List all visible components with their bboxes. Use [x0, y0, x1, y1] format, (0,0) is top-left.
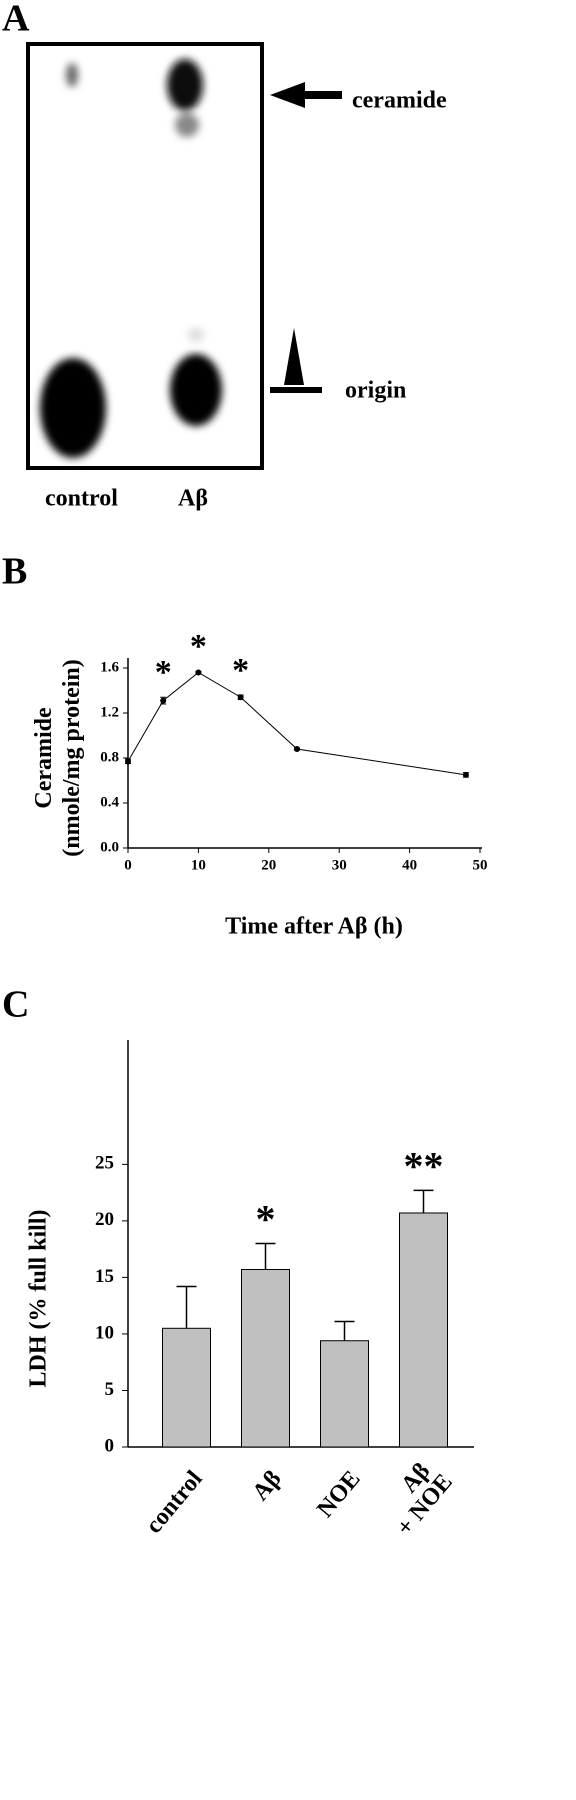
arrow: [270, 82, 342, 108]
x-tick-label: 50: [473, 857, 488, 873]
y-tick-label: 0.0: [100, 839, 119, 855]
y-tick-label: 5: [105, 1379, 115, 1400]
y-tick-label: 0.8: [100, 749, 119, 765]
y-axis-label: Ceramide(nmole/mg protein): [31, 659, 85, 857]
arrowhead: [284, 328, 304, 385]
bar: [241, 1269, 290, 1448]
x-tick-label: Aβ: [247, 1466, 286, 1506]
data-point: [125, 758, 131, 765]
significance: **: [404, 1144, 444, 1189]
x-tick-label-line: Aβ: [247, 1466, 286, 1506]
tlc-spots: [40, 59, 222, 458]
data-point: [195, 669, 202, 676]
error-bar: [255, 1242, 276, 1270]
panel-label: C: [2, 984, 29, 1026]
significance: *: [190, 628, 207, 665]
bar: [162, 1327, 211, 1448]
error-bar: [176, 1285, 197, 1329]
x-axis-label: Time after Aβ (h): [225, 914, 403, 940]
bar: [320, 1340, 369, 1448]
y-tick-label: 1.6: [100, 659, 119, 675]
y-tick-label: 1.2: [100, 704, 119, 720]
origin-line: [270, 387, 322, 393]
data-point: [462, 771, 469, 778]
x-tick-label: 10: [191, 857, 206, 873]
y-axis-label: LDH (% full kill): [26, 1209, 52, 1387]
x-tick-label: Aβ+ NOE: [373, 1453, 457, 1540]
lane-label: Aβ: [178, 486, 208, 512]
significance: *: [232, 652, 249, 689]
y-tick-label: 20: [95, 1209, 114, 1230]
significance: *: [155, 654, 172, 691]
data-point: [237, 694, 244, 701]
error-bar: [413, 1189, 434, 1213]
panel-label: A: [2, 0, 30, 40]
band-label: origin: [345, 378, 406, 404]
x-tick-label: control: [141, 1465, 208, 1538]
data-line: [127, 671, 466, 776]
x-tick-label: 30: [332, 857, 347, 873]
x-tick-label-line: control: [141, 1465, 208, 1538]
y-tick-label: 25: [95, 1153, 114, 1174]
error-bar: [334, 1320, 355, 1341]
data-point: [293, 746, 300, 752]
x-tick-label: 0: [124, 857, 132, 873]
y-tick-label: 10: [95, 1322, 114, 1343]
bar: [399, 1212, 448, 1448]
data-point: [160, 697, 167, 704]
panel-label: B: [2, 551, 27, 593]
x-tick-label: NOE: [312, 1466, 365, 1523]
band-label: ceramide: [352, 88, 447, 114]
y-tick-label: 0.4: [100, 794, 119, 810]
x-tick-label: 20: [261, 857, 276, 873]
x-tick-label: 40: [402, 857, 417, 873]
significance: *: [256, 1197, 276, 1242]
lane-label: control: [45, 486, 118, 512]
x-tick-label-line: NOE: [312, 1466, 365, 1523]
y-axis-label-line: Ceramide: [31, 707, 57, 809]
y-axis-label-line: (nmole/mg protein): [59, 659, 85, 857]
y-tick-label: 15: [95, 1266, 114, 1287]
y-tick-label: 0: [105, 1435, 115, 1456]
